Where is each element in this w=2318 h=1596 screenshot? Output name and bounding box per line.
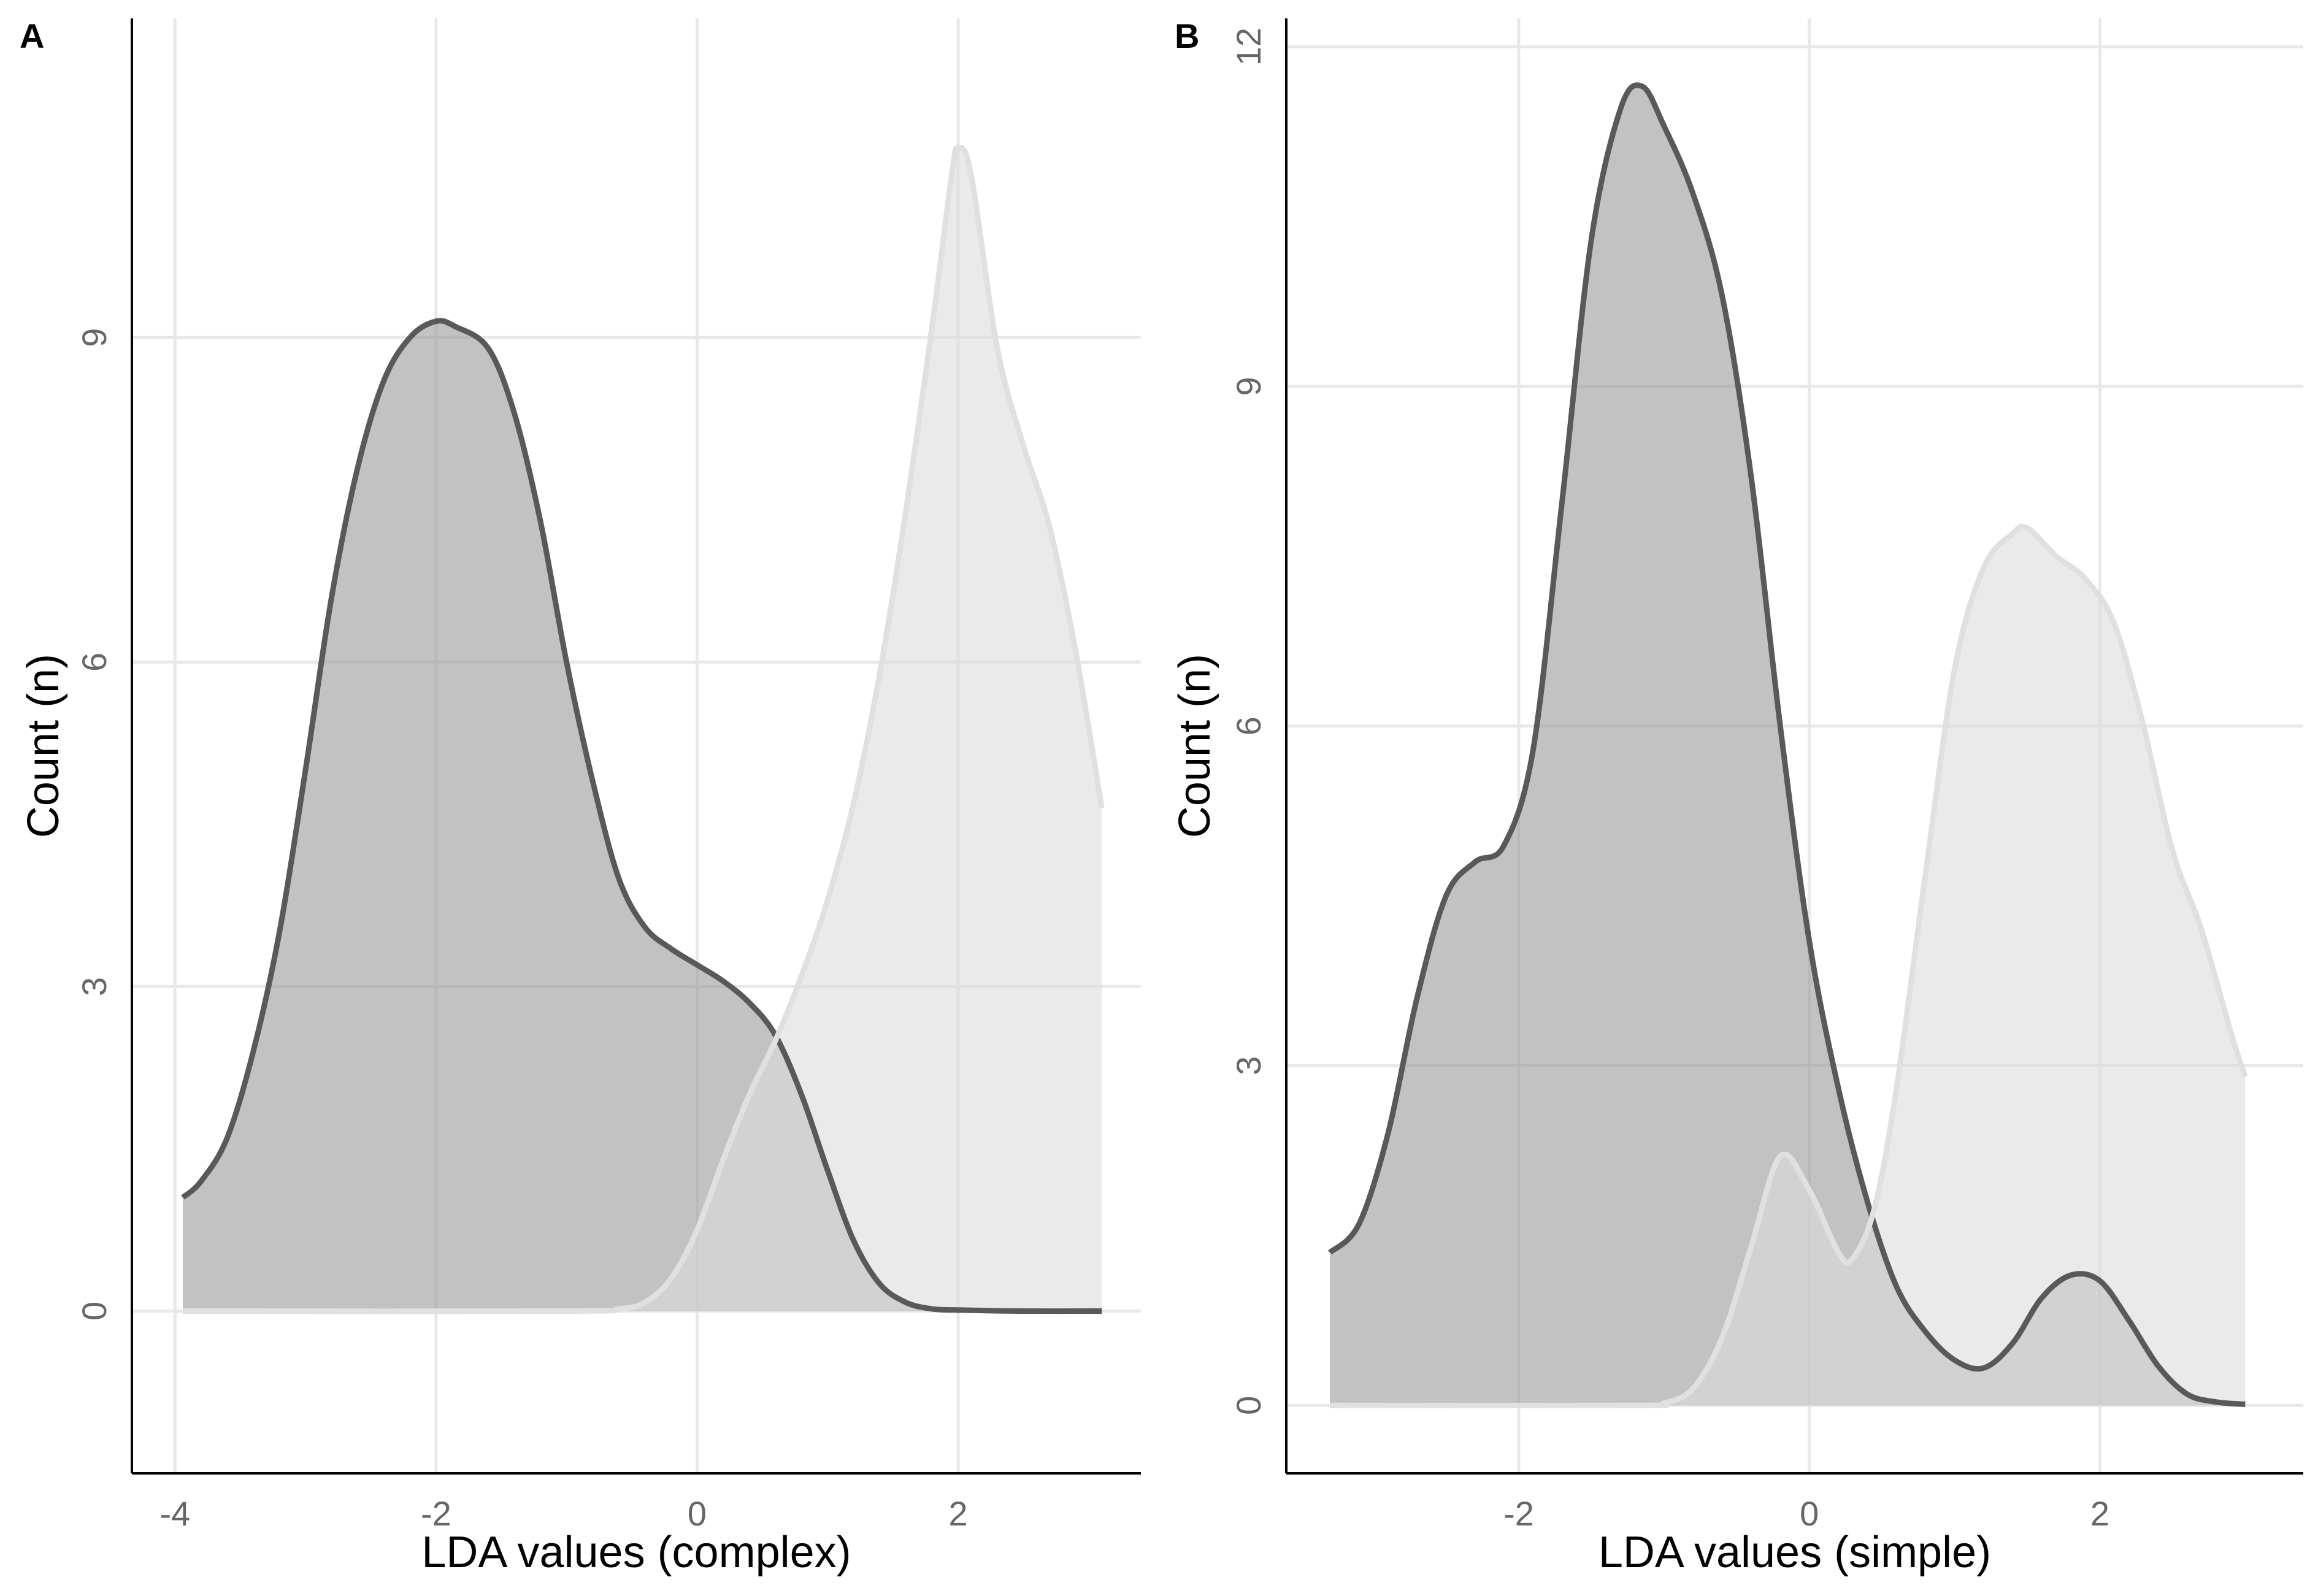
panel-tag: A	[20, 17, 44, 55]
y-tick-label: 9	[1229, 377, 1268, 396]
y-tick-label: 0	[1229, 1396, 1268, 1415]
density-area-group-light	[1330, 526, 2246, 1406]
density-line-group-dark	[181, 318, 1102, 1314]
y-tick-label: 12	[1229, 28, 1268, 66]
x-axis-title: LDA values (complex)	[421, 1528, 851, 1577]
panel-tag: B	[1175, 17, 1199, 55]
density-area-group-light	[183, 147, 1102, 1311]
x-axis-title: LDA values (simple)	[1598, 1528, 1991, 1577]
density-line-group-light	[1330, 523, 2248, 1409]
y-axis-title: Count (n)	[1170, 654, 1219, 838]
panel-b: 0 3 6 9 12 -2 0 2 LDA values (simple) Count (n) B	[1170, 17, 2303, 1577]
y-tick-label: 9	[75, 328, 113, 347]
y-tick-label: 6	[1229, 716, 1268, 735]
x-tick-label: 2	[948, 1494, 967, 1533]
y-tick-label: 0	[75, 1302, 113, 1321]
x-tick-label: -2	[1503, 1494, 1534, 1533]
x-tick-label: -2	[421, 1494, 451, 1533]
y-tick-label: 6	[75, 653, 113, 672]
density-line-group-light	[182, 145, 1105, 1314]
y-tick-label: 3	[75, 977, 113, 996]
panel-a: 0 3 6 9 -4 -2 0 2 LDA values (complex) Count (n) A	[19, 17, 1141, 1577]
density-area-group-dark	[1330, 85, 2246, 1406]
x-tick-label: -4	[159, 1494, 190, 1533]
y-axis-title: Count (n)	[19, 654, 68, 838]
y-tick-label: 3	[1229, 1056, 1268, 1075]
density-line-group-dark	[1327, 82, 2246, 1407]
x-tick-label: 0	[688, 1494, 707, 1533]
density-area-group-dark	[183, 320, 1102, 1311]
x-tick-label: 0	[1800, 1494, 1819, 1533]
x-tick-label: 2	[2090, 1494, 2109, 1533]
